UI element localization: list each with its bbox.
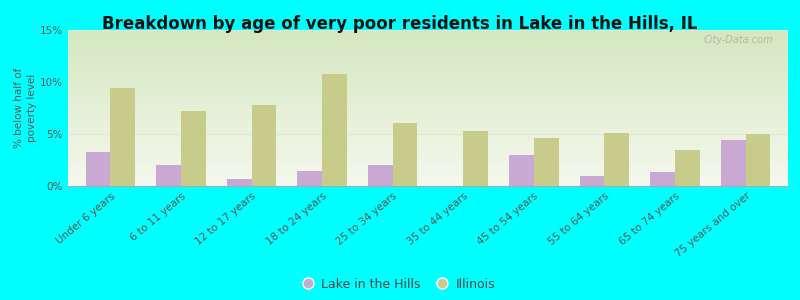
Bar [580,176,605,186]
Bar [463,131,488,186]
Bar [605,133,629,186]
Bar [509,155,534,186]
Bar [86,152,110,186]
Bar [675,150,700,186]
Bar [393,123,418,186]
Bar [721,140,746,186]
Legend: Lake in the Hills, Illinois: Lake in the Hills, Illinois [305,278,495,291]
Bar [227,179,251,186]
Bar [156,165,181,186]
Bar [322,74,347,186]
Bar [534,138,558,186]
Bar [368,165,393,186]
Bar [181,111,206,186]
Y-axis label: % below half of
poverty level: % below half of poverty level [14,68,38,148]
Text: Breakdown by age of very poor residents in Lake in the Hills, IL: Breakdown by age of very poor residents … [102,15,698,33]
Bar [650,172,675,186]
Bar [746,134,770,186]
Bar [110,88,135,186]
Text: City-Data.com: City-Data.com [704,35,774,45]
Bar [298,171,322,186]
Bar [251,105,276,186]
